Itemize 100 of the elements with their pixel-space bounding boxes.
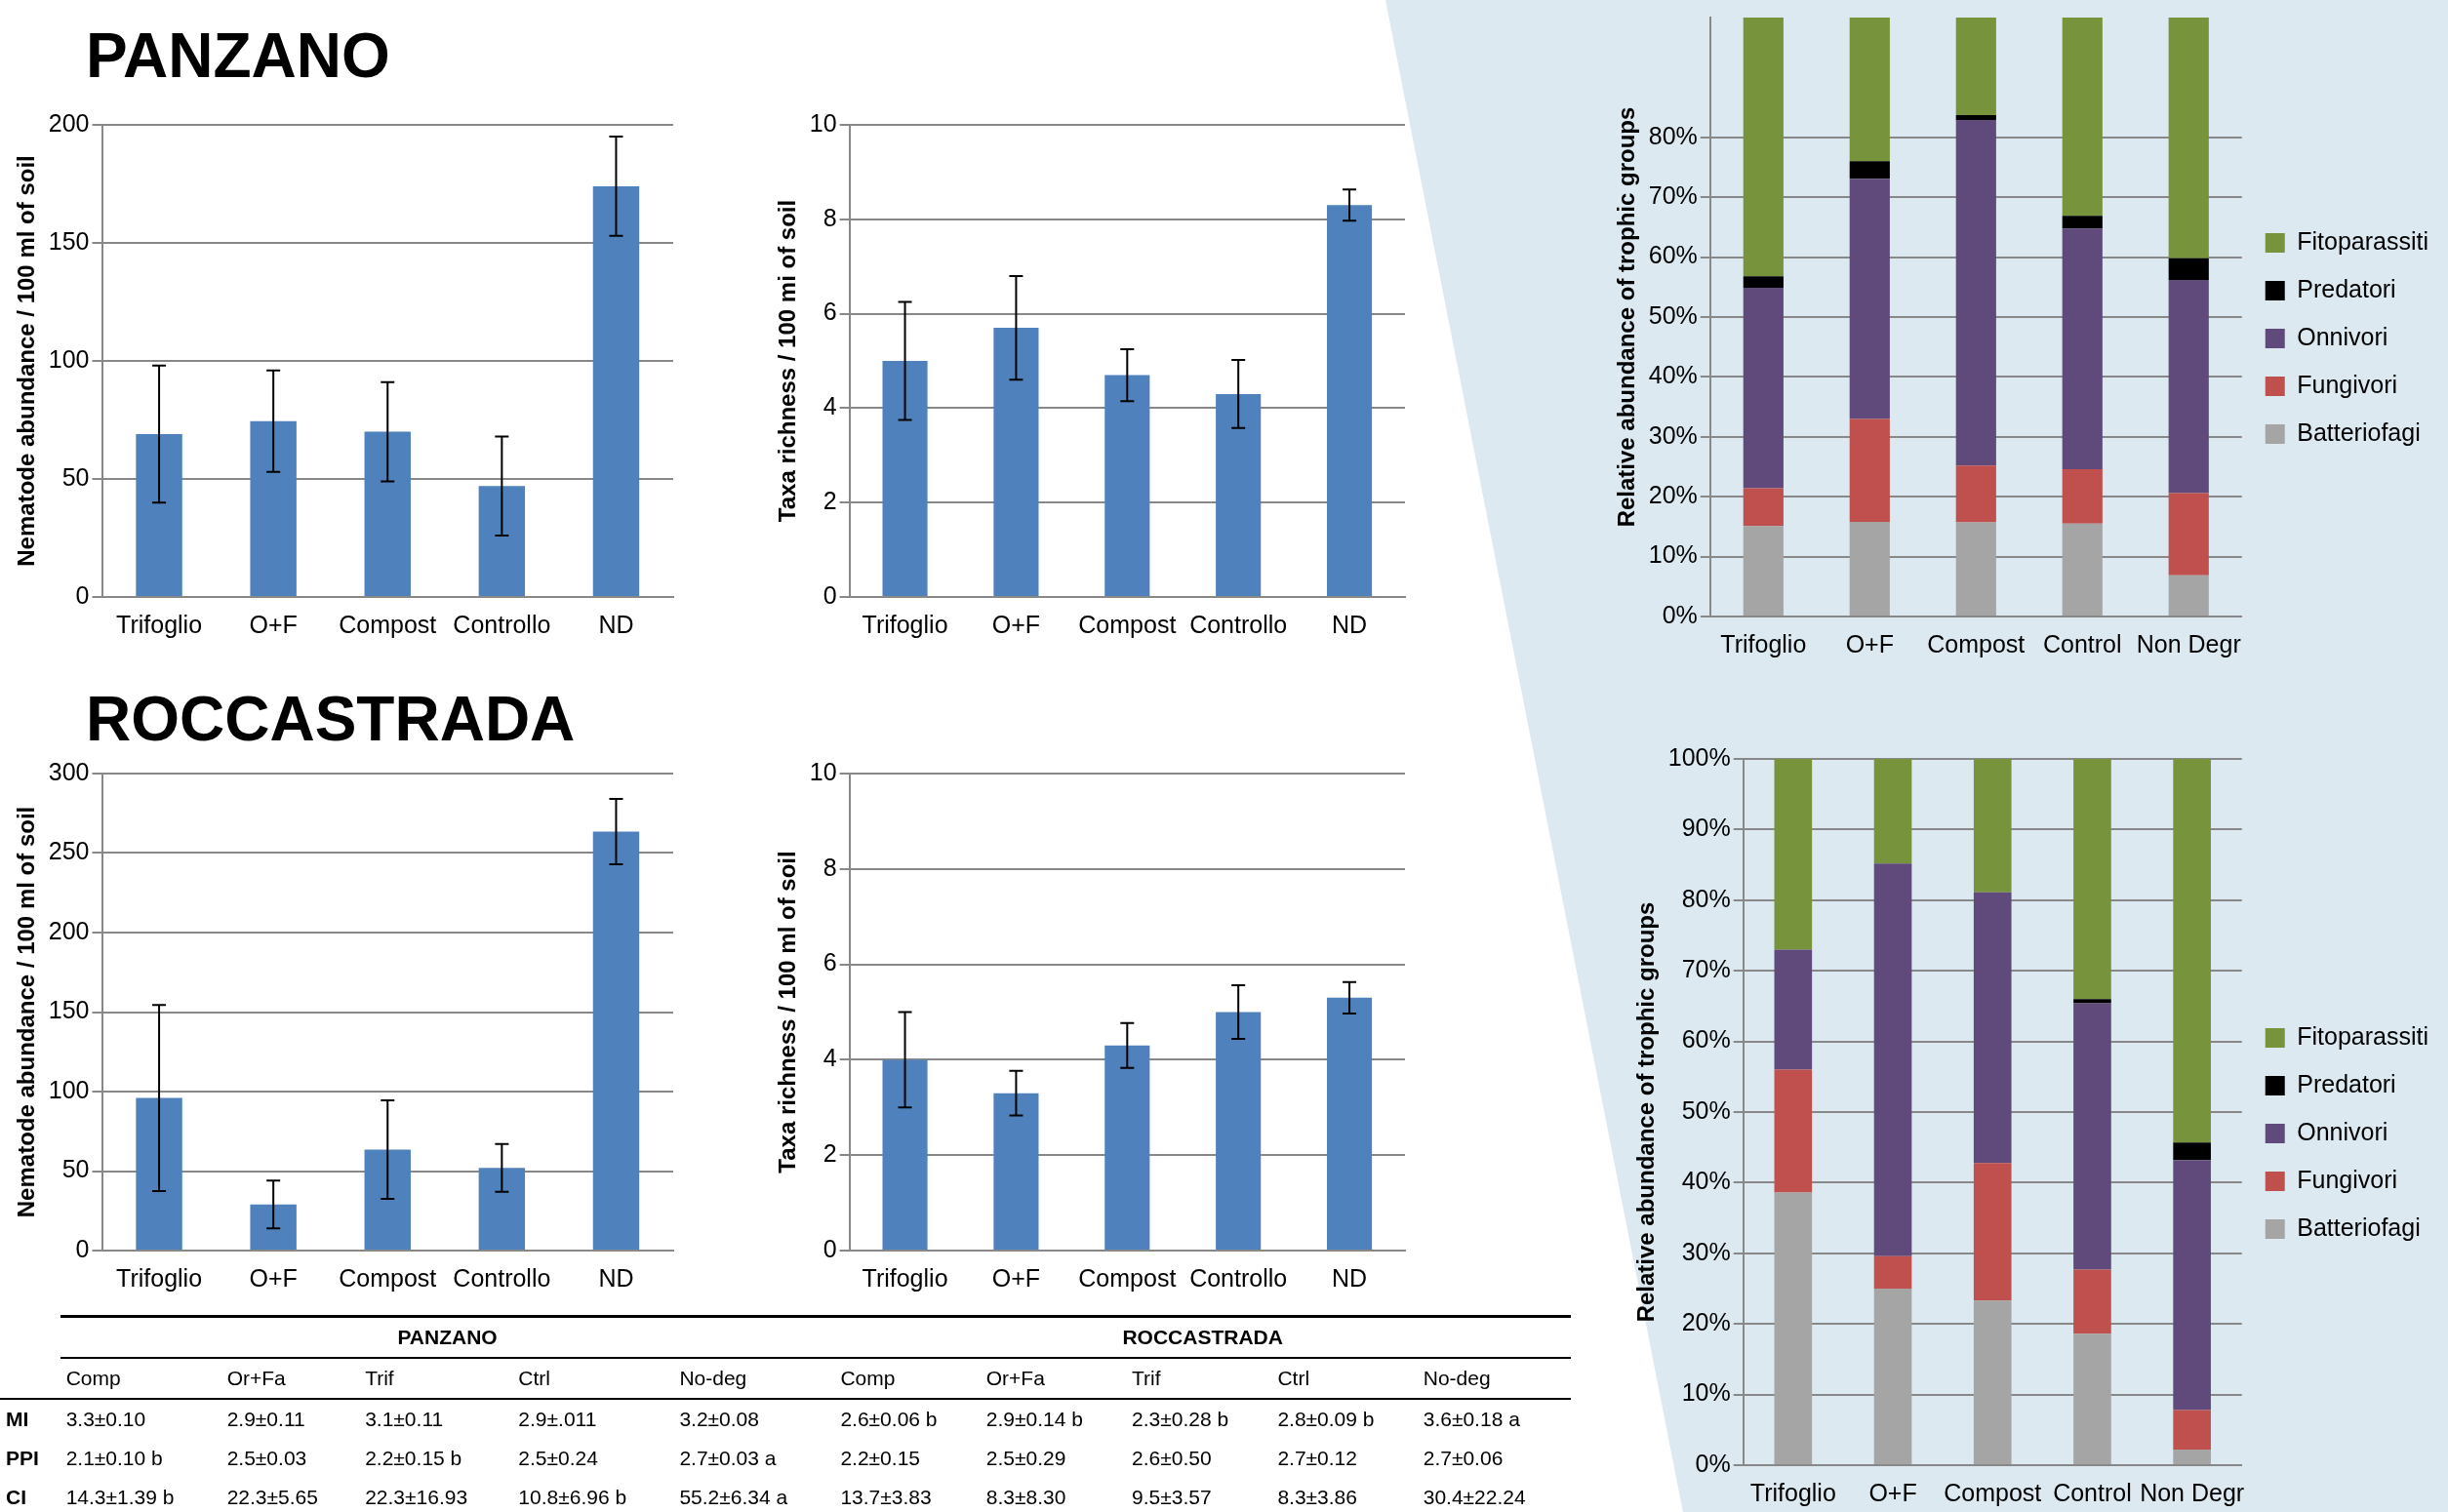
x-tick-label: Trifoglio — [116, 610, 203, 638]
x-tick-label: Controllo — [453, 610, 551, 638]
text: 3.6±0.18 a — [1423, 1408, 1520, 1430]
bar — [2073, 759, 2111, 1000]
bar — [136, 1097, 182, 1250]
y-tick-label: 30% — [1681, 1237, 1731, 1265]
bar — [1743, 526, 1784, 616]
text: 2.5±0.29 — [985, 1447, 1066, 1469]
y-tick-label: 2 — [823, 1139, 837, 1168]
x-tick-label: Compost — [339, 610, 437, 638]
y-tick-label: 8 — [823, 853, 837, 881]
bar — [2173, 1410, 2211, 1451]
text: 2.8±0.09 b — [1277, 1408, 1375, 1430]
y-tick-label: 40% — [1648, 361, 1698, 389]
bar — [1216, 393, 1262, 596]
y-tick-label: 100 — [48, 1075, 90, 1103]
category-label: Or+Fa — [980, 1358, 1127, 1399]
text: 2.2±0.15 b — [365, 1447, 462, 1469]
bar — [882, 361, 928, 596]
x-tick-label: O+F — [249, 610, 298, 638]
bar — [1216, 1012, 1262, 1250]
bar — [2168, 493, 2209, 576]
bar — [1873, 1255, 1912, 1289]
bar — [1743, 488, 1784, 527]
y-tick-label: 150 — [48, 226, 90, 255]
text: 2.2±0.15 — [840, 1447, 920, 1469]
y-tick-label: 0 — [75, 580, 90, 609]
y-axis-title: Taxa richness / 100 mi of soil — [774, 199, 801, 523]
bar — [2062, 216, 2103, 229]
text: 55.2±6.34 a — [679, 1486, 788, 1508]
y-tick-label: 300 — [48, 757, 90, 785]
x-tick-label: Controllo — [1189, 610, 1288, 638]
category-label: Comp — [834, 1358, 981, 1399]
bar — [1849, 179, 1890, 419]
bar — [1849, 18, 1890, 162]
text: 2.5±0.24 — [518, 1447, 598, 1469]
text: 14.3±1.39 b — [65, 1486, 175, 1508]
bar — [364, 431, 411, 596]
bar — [250, 1204, 297, 1250]
legend-label: Fungivori — [2297, 1165, 2398, 1193]
y-tick-label: 20% — [1681, 1308, 1731, 1336]
y-tick-label: 6 — [823, 948, 837, 976]
bar — [1873, 863, 1912, 1256]
bar — [2168, 258, 2209, 280]
legend-label: Fungivori — [2297, 370, 2398, 398]
bar — [1104, 1045, 1150, 1250]
y-tick-label: 50 — [61, 1155, 90, 1183]
bar — [1743, 287, 1784, 489]
bar — [1973, 759, 2012, 893]
x-tick-label: Control — [2053, 1478, 2132, 1506]
bar — [2073, 1269, 2111, 1334]
y-axis-title: Taxa richness / 100 ml of soil — [774, 851, 801, 1174]
chart-title: PANZANO — [86, 20, 390, 92]
y-tick-label: 250 — [48, 837, 90, 865]
y-tick-label: 8 — [823, 203, 837, 231]
y-tick-label: 4 — [823, 392, 837, 420]
category-label: MI — [6, 1408, 29, 1430]
y-tick-label: 60% — [1681, 1025, 1731, 1054]
text: 8.3±3.86 — [1277, 1486, 1357, 1508]
y-tick-label: 10 — [809, 108, 837, 137]
bar — [1973, 1300, 2012, 1464]
bar — [478, 1168, 526, 1250]
text: 2.7±0.12 — [1277, 1447, 1357, 1469]
y-tick-label: 0 — [823, 1234, 837, 1262]
category-label: CI — [6, 1486, 26, 1508]
bar — [2173, 1450, 2211, 1464]
x-tick-label: Compost — [1078, 610, 1177, 638]
y-tick-label: 0 — [75, 1234, 90, 1262]
text: 3.2±0.08 — [679, 1408, 759, 1430]
x-tick-label: Trifoglio — [1749, 1478, 1836, 1506]
legend-label: Predatori — [2297, 1069, 2396, 1097]
bar — [993, 1093, 1039, 1250]
y-tick-label: 70% — [1648, 181, 1698, 210]
y-tick-label: 0% — [1695, 1449, 1731, 1477]
bar — [1774, 1192, 1813, 1464]
text: 2.9±0.14 b — [985, 1408, 1083, 1430]
text: 10.8±6.96 b — [518, 1486, 627, 1508]
y-tick-label: 150 — [48, 996, 90, 1024]
bar — [1873, 1289, 1912, 1464]
y-tick-label: 80% — [1681, 884, 1731, 912]
text: 13.7±3.83 — [840, 1486, 932, 1508]
bar — [2062, 523, 2103, 616]
y-axis-title: Relative abundance of trophic groups — [1632, 901, 1660, 1323]
text: 2.1±0.10 b — [65, 1447, 163, 1469]
y-tick-label: 50% — [1648, 300, 1698, 329]
x-tick-label: O+F — [991, 1263, 1041, 1292]
y-tick-label: 100 — [48, 344, 90, 373]
bar — [1973, 892, 2012, 1164]
x-tick-label: ND — [598, 1263, 634, 1292]
x-tick-label: Trifoglio — [862, 1263, 948, 1292]
x-tick-label: Compost — [1944, 1478, 2042, 1506]
text: 2.7±0.03 a — [679, 1447, 777, 1469]
legend-label: Fitoparassiti — [2297, 226, 2428, 255]
bar — [136, 434, 182, 596]
bar — [2073, 999, 2111, 1004]
text: 22.3±5.65 — [226, 1486, 318, 1508]
y-axis-title: Relative abundance of trophic groups — [1613, 106, 1640, 528]
x-tick-label: Trifoglio — [1720, 629, 1807, 657]
bar — [1849, 161, 1890, 179]
bar — [1327, 997, 1373, 1250]
